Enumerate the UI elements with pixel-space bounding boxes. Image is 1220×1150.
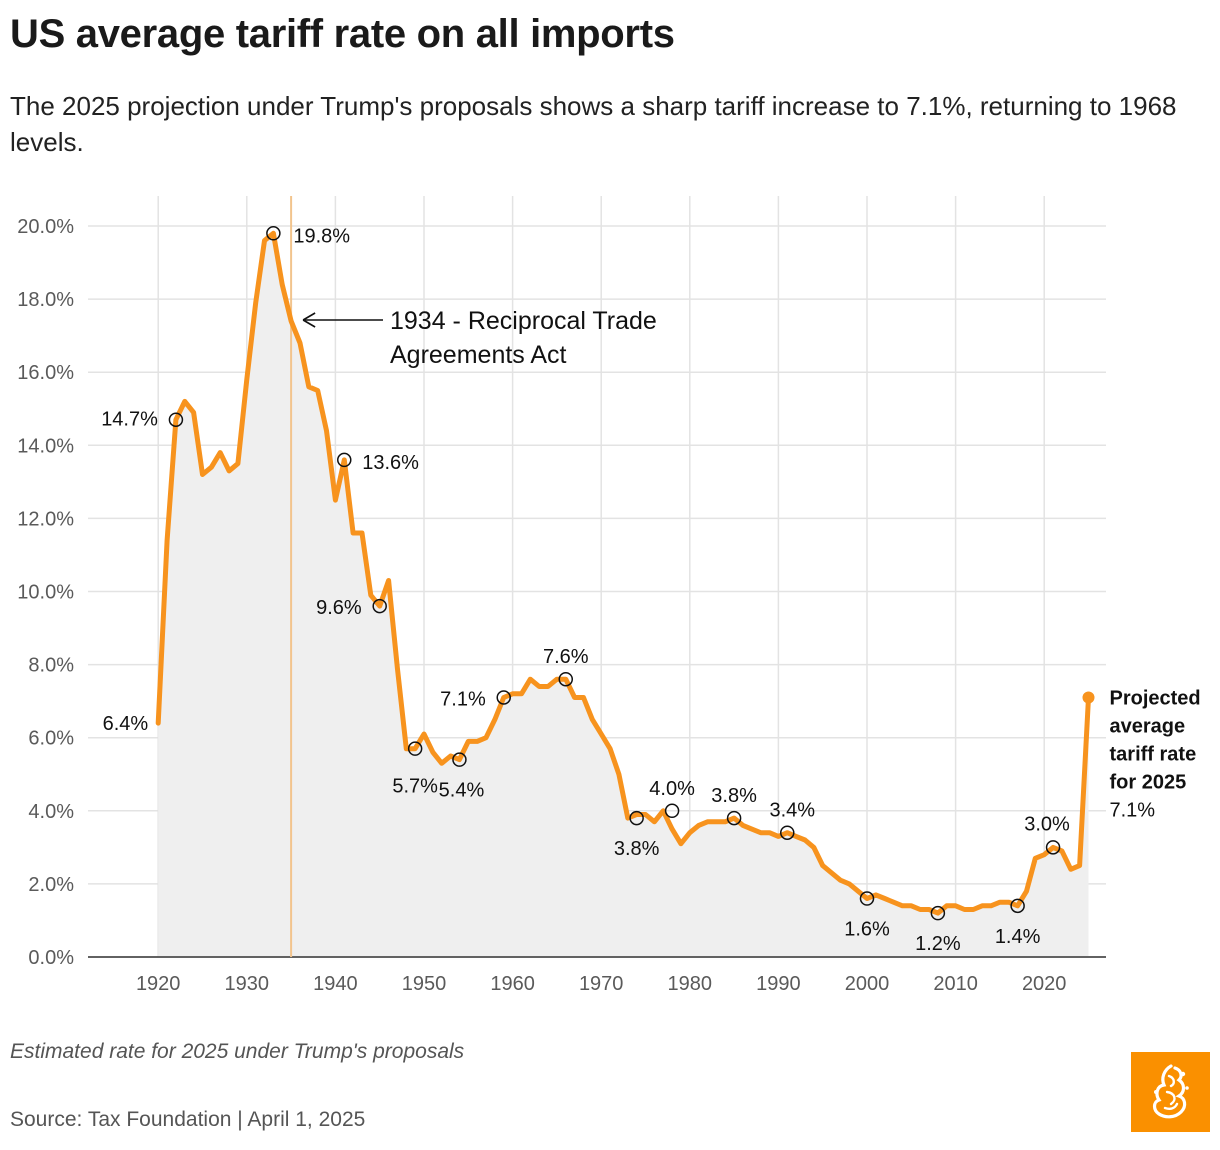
data-point-marker bbox=[629, 810, 644, 826]
data-label: 14.7% bbox=[101, 409, 158, 431]
annotation-text: 1934 - Reciprocal Trade bbox=[390, 307, 657, 335]
data-point-marker bbox=[372, 598, 387, 614]
tariff-line-chart: 0.0% 2.0% 4.0% 6.0% 8.0% 10.0% 12.0% 14.0% 16.0%… bbox=[17, 196, 1201, 995]
data-point-marker bbox=[168, 412, 184, 427]
data-label: 7.1% bbox=[440, 688, 486, 710]
x-tick-label: 2020 bbox=[1022, 973, 1067, 995]
data-label: 5.7% bbox=[392, 776, 438, 798]
projection-label: tariff rate bbox=[1110, 743, 1197, 765]
data-label: 13.6% bbox=[362, 452, 419, 474]
data-point-marker bbox=[859, 891, 875, 906]
series-line bbox=[155, 230, 1091, 916]
data-point-marker bbox=[266, 226, 281, 241]
chart-subtitle: The 2025 projection under Trump's propos… bbox=[10, 91, 1177, 157]
data-point-marker bbox=[930, 905, 946, 921]
chart-title: US average tariff rate on all imports bbox=[10, 12, 675, 56]
data-point-marker bbox=[337, 452, 352, 468]
y-tick-label: 12.0% bbox=[17, 508, 74, 530]
x-tick-label: 1930 bbox=[225, 973, 270, 995]
data-label: 9.6% bbox=[316, 597, 362, 619]
data-point-marker bbox=[1045, 840, 1061, 855]
projection-point bbox=[1082, 691, 1095, 704]
y-tick-label: 8.0% bbox=[28, 655, 74, 677]
data-point-marker bbox=[496, 690, 511, 705]
footnote: Estimated rate for 2025 under Trump's pr… bbox=[10, 1040, 465, 1063]
data-label: 3.8% bbox=[614, 838, 660, 860]
x-tick-label: 1980 bbox=[668, 973, 713, 995]
y-tick-label: 18.0% bbox=[17, 289, 74, 311]
data-point-marker bbox=[664, 803, 680, 819]
y-tick-label: 0.0% bbox=[28, 947, 74, 969]
y-tick-label: 6.0% bbox=[28, 728, 74, 750]
projection-value-label: 7.1% bbox=[1110, 799, 1156, 821]
data-label: 1.4% bbox=[995, 926, 1041, 948]
annotation-text: Agreements Act bbox=[390, 341, 567, 369]
data-point-marker bbox=[726, 810, 742, 826]
x-tick-label: 2010 bbox=[933, 973, 978, 995]
y-tick-label: 2.0% bbox=[28, 874, 74, 896]
data-label: 6.4% bbox=[103, 713, 149, 735]
data-label: 5.4% bbox=[439, 780, 485, 802]
x-tick-label: 1950 bbox=[402, 973, 447, 995]
data-point-marker bbox=[452, 752, 467, 767]
data-label: 3.0% bbox=[1024, 813, 1070, 835]
x-tick-label: 1940 bbox=[313, 973, 358, 995]
y-tick-label: 20.0% bbox=[17, 216, 74, 238]
x-tick-label: 2000 bbox=[845, 973, 890, 995]
data-point-marker bbox=[780, 825, 795, 840]
data-point-marker bbox=[1010, 898, 1025, 914]
data-label: 3.8% bbox=[711, 785, 757, 807]
area-fill bbox=[158, 233, 1089, 958]
y-tick-label: 4.0% bbox=[28, 801, 74, 823]
data-point-marker bbox=[407, 741, 423, 756]
data-label: 4.0% bbox=[649, 778, 695, 800]
source-line: Source: Tax Foundation | April 1, 2025 bbox=[10, 1108, 366, 1131]
projection-label: Projected bbox=[1110, 687, 1201, 709]
data-label: 19.8% bbox=[293, 225, 350, 247]
y-tick-label: 14.0% bbox=[17, 435, 74, 457]
data-label: 1.2% bbox=[915, 933, 961, 955]
data-label: 7.6% bbox=[543, 646, 589, 668]
x-tick-label: 1970 bbox=[579, 973, 624, 995]
data-label: 3.4% bbox=[769, 800, 815, 822]
x-tick-label: 1990 bbox=[756, 973, 801, 995]
x-tick-label: 1920 bbox=[136, 973, 181, 995]
x-tick-label: 1960 bbox=[490, 973, 535, 995]
y-tick-label: 10.0% bbox=[17, 582, 74, 604]
y-tick-label: 16.0% bbox=[17, 362, 74, 384]
projection-label: for 2025 bbox=[1110, 771, 1187, 793]
data-point-marker bbox=[558, 671, 574, 687]
data-label: 1.6% bbox=[844, 919, 890, 941]
projection-label: average bbox=[1110, 715, 1186, 737]
al-jazeera-logo-icon bbox=[1131, 1052, 1210, 1132]
annotation-arrowhead bbox=[302, 312, 316, 328]
